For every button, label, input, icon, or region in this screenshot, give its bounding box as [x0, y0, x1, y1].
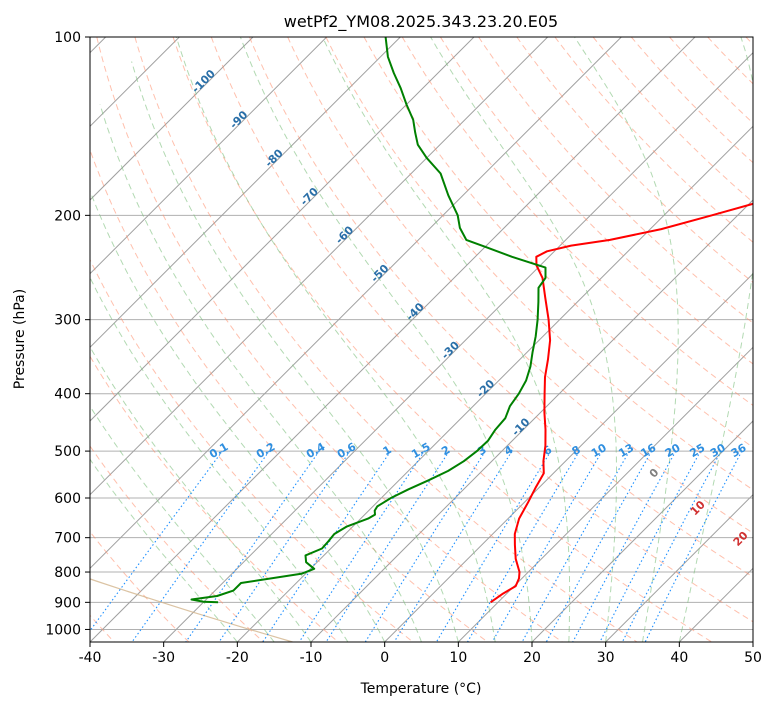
- mixing-ratio-label: 10: [589, 441, 609, 460]
- mixing-ratio-line: [600, 451, 701, 642]
- mixing-ratio-label: 0.6: [335, 440, 359, 461]
- reference-curve: [0, 37, 67, 642]
- mixing-ratio-label: 0.1: [207, 440, 230, 461]
- x-tick-label: -10: [300, 650, 323, 666]
- isotherm-label: -10: [509, 415, 532, 438]
- isotherm-label: -20: [474, 377, 497, 400]
- isotherm-label: -50: [368, 262, 391, 285]
- moist-adiabat: [0, 222, 237, 642]
- moist-adiabat: [575, 37, 679, 642]
- isotherm-label: -80: [262, 146, 285, 169]
- x-tick-label: -20: [226, 650, 249, 666]
- x-tick-label: -30: [152, 650, 175, 666]
- x-tick-label: 50: [744, 650, 762, 666]
- x-tick-label: -40: [79, 650, 102, 666]
- isotherm-line: [458, 37, 775, 642]
- dry-adiabat: [20, 37, 413, 642]
- y-axis-label: Pressure (hPa): [12, 289, 28, 389]
- moist-adiabat: [323, 37, 570, 642]
- dry-adiabat: [59, 37, 488, 642]
- y-tick-label: 1000: [45, 622, 81, 638]
- isotherm-label: -30: [439, 338, 462, 361]
- dry-adiabat: [0, 37, 338, 642]
- isotherm-label: -100: [189, 67, 218, 96]
- dry-adiabat: [670, 37, 775, 642]
- reference-curve: [0, 37, 293, 642]
- chart-title: wetPf2_YM08.2025.343.23.20.E05: [284, 12, 558, 32]
- isotherm-line: [679, 37, 775, 642]
- mixing-ratio-line: [132, 451, 269, 642]
- dry-adiabat: [555, 37, 775, 642]
- moist-adiabat: [43, 158, 348, 642]
- x-tick-label: 40: [670, 650, 688, 666]
- mixing-ratio-line: [468, 451, 580, 642]
- y-tick-label: 800: [54, 565, 81, 581]
- moist-adiabat: [132, 62, 459, 643]
- dry-adiabat: [479, 37, 775, 642]
- mixing-ratio-line: [522, 451, 629, 642]
- mixing-ratio-line: [573, 451, 676, 642]
- mixing-ratio-label: 25: [688, 441, 708, 460]
- dry-adiabat: [593, 37, 775, 642]
- mixing-ratio-label: 1.5: [409, 440, 432, 461]
- isotherm-line: [90, 37, 695, 642]
- mixing-ratio-label: 6: [541, 443, 554, 458]
- mixing-ratio-line: [436, 451, 551, 642]
- x-tick-label: 10: [449, 650, 467, 666]
- moist-adiabat: [679, 37, 760, 642]
- y-tick-label: 100: [54, 30, 81, 46]
- dry-adiabat: [0, 37, 264, 642]
- isotherm-line: [0, 37, 253, 642]
- mixing-ratio-label: 20: [663, 441, 683, 460]
- mixing-ratio-label: 36: [729, 441, 749, 460]
- dry-adiabat: [708, 37, 775, 642]
- isotherm-label: -70: [298, 185, 321, 208]
- mixing-ratio-label: 13: [616, 441, 636, 460]
- y-tick-label: 600: [54, 491, 81, 507]
- isotherm-line: [753, 37, 775, 642]
- y-tick-label: 900: [54, 595, 81, 611]
- dry-adiabat: [746, 37, 775, 642]
- isotherm-line: [0, 37, 400, 642]
- x-tick-label: 0: [380, 650, 389, 666]
- y-tick-label: 300: [54, 313, 81, 329]
- y-tick-label: 400: [54, 387, 81, 403]
- mixing-ratio-label: 0.4: [304, 440, 328, 461]
- y-tick-label: 700: [54, 531, 81, 547]
- dry-adiabat: [0, 37, 189, 642]
- x-tick-label: 30: [597, 650, 615, 666]
- y-tick-label: 500: [54, 444, 81, 460]
- mixing-ratio-label: 4: [502, 443, 515, 458]
- moist-adiabat: [70, 133, 385, 642]
- moist-adiabat: [240, 37, 532, 642]
- dry-adiabat: [288, 37, 775, 642]
- mixing-ratio-line: [263, 451, 391, 642]
- dry-adiabat-label: 20: [731, 529, 751, 549]
- y-tick-label: 200: [54, 208, 81, 224]
- isotherm-label: -60: [333, 223, 356, 246]
- isotherm-line: [0, 37, 327, 642]
- background-lines: [0, 37, 775, 642]
- isotherm-line: [16, 37, 621, 642]
- mixing-ratio-line: [365, 451, 485, 642]
- plot-frame: [90, 37, 753, 642]
- mixing-ratio-label: 30: [708, 441, 728, 460]
- isotherm-label: -90: [227, 108, 250, 131]
- x-tick-label: 20: [523, 650, 541, 666]
- mixing-ratio-label: 16: [639, 441, 659, 460]
- x-axis-label: Temperature (°C): [360, 681, 482, 697]
- mixing-ratio-line: [299, 451, 424, 642]
